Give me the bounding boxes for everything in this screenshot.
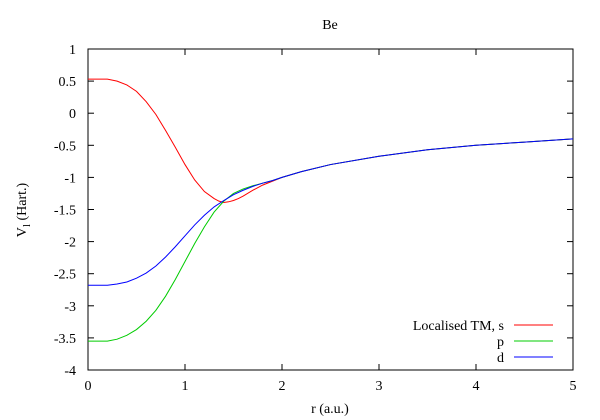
y-tick-label: -1.5 (54, 204, 76, 219)
y-axis-title: Vl (Hart.) (15, 182, 33, 237)
legend-label: d (497, 351, 504, 366)
x-tick-label: 3 (376, 379, 383, 394)
x-tick-label: 0 (85, 379, 92, 394)
series-line-p (88, 138, 574, 342)
x-tick-label: 2 (279, 379, 286, 394)
axis-ticks: 0 1 2 3 4 5 1 0.5 0 -0.5 -1 -1.5 -2 -2.5 -3 -3.5 -4 (54, 43, 577, 394)
y-tick-label: -4 (64, 364, 76, 379)
y-tick-label: -0.5 (54, 139, 76, 154)
y-tick-label: -1 (64, 171, 76, 186)
y-axis-title-subscript: l (21, 224, 33, 227)
x-tick-label: 1 (182, 379, 189, 394)
legend-label: Localised TM, s (413, 319, 504, 334)
y-tick-label: 0.5 (59, 75, 77, 90)
series-lines (88, 78, 574, 342)
legend-label: p (497, 335, 504, 350)
x-axis-title: r (a.u.) (311, 402, 349, 417)
y-tick-label: -3 (64, 300, 76, 315)
y-tick-label: 1 (69, 43, 76, 58)
y-tick-label: 0 (69, 107, 76, 122)
y-axis-title-suffix: (Hart.) (15, 182, 30, 224)
x-tick-label: 5 (570, 379, 577, 394)
legend: Localised TM, spd (413, 319, 553, 366)
y-tick-label: -2.5 (54, 268, 76, 283)
y-tick-label: -2 (64, 236, 76, 251)
chart-title: Be (322, 18, 338, 33)
x-tick-label: 4 (473, 379, 480, 394)
series-line-s (88, 78, 574, 203)
y-tick-label: -3.5 (54, 332, 76, 347)
series-line-d (88, 138, 574, 286)
y-axis-title-main: V (15, 227, 30, 237)
